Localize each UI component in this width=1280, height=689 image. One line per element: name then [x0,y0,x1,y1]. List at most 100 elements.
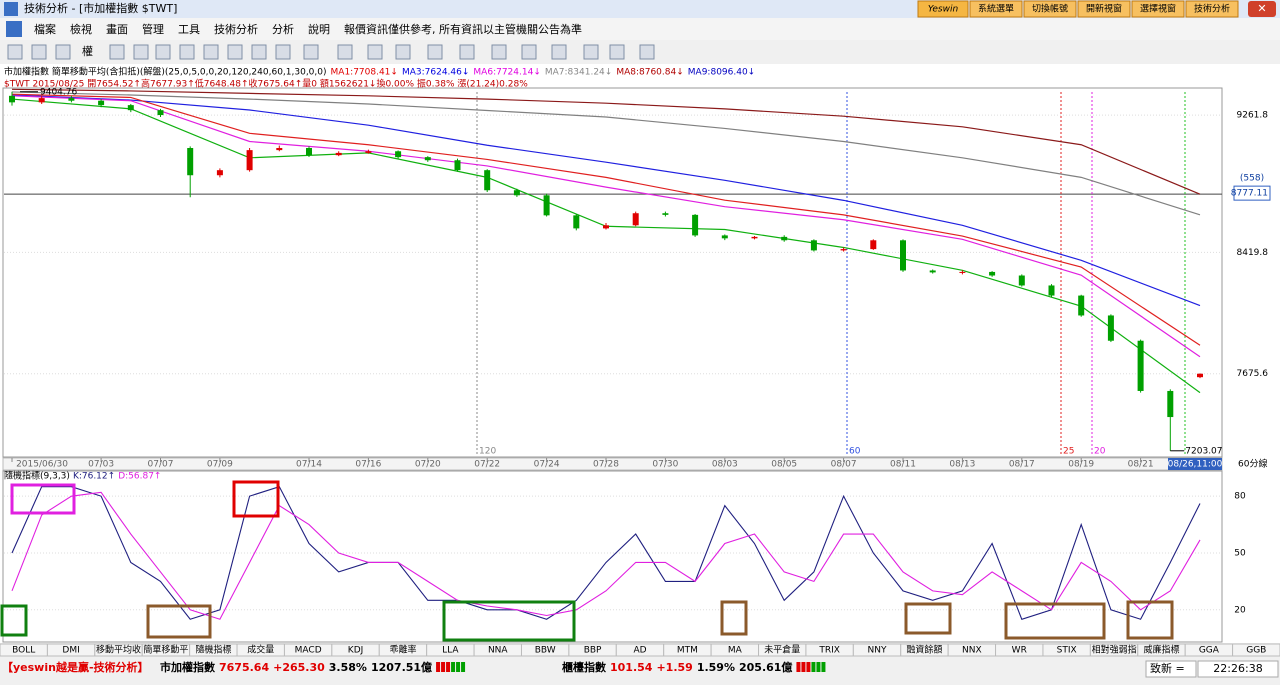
y-tick-label: 8419.8 [1237,248,1269,258]
status-time: 22:26:38 [1213,662,1262,675]
indicator-tab-label[interactable]: GGA [1199,646,1220,656]
status-change: +1.59 [656,661,692,674]
menu-item[interactable]: 分析 [272,22,294,36]
indicator-tab[interactable] [1232,643,1280,657]
y-tick-label: 20 [1234,605,1246,615]
toolbar-icon[interactable] [609,44,625,60]
indicator-tab-label[interactable]: DMI [62,646,79,656]
indicator-tab-label[interactable]: 隨機指標 [195,644,231,656]
x-tick-label: 07/09 [207,460,233,470]
toolbar-icon[interactable] [303,44,319,60]
indicator-tab-label[interactable]: KDJ [348,646,364,656]
toolbar-icon[interactable] [31,44,47,60]
toolbar-icon[interactable] [583,44,599,60]
indicator-tab-label[interactable]: MTM [677,646,698,656]
kd-title: 隨機指標(9,3,3) [4,470,70,482]
window-button-label[interactable]: 系統選單 [978,3,1014,15]
indicator-tab-label[interactable]: TRIX [818,646,840,656]
ma-value: MA9:8096.40↓ [688,68,755,78]
window-button[interactable] [1185,0,1239,18]
status-bar-icon [461,662,466,672]
indicator-tab-label[interactable]: 簡單移動平 [143,644,188,656]
toolbar-icon[interactable] [227,44,243,60]
highlight-box [146,604,212,639]
indicator-tab-label[interactable]: 相對強弱指 [1092,644,1137,656]
indicator-tab-label[interactable]: 乖離率 [389,644,416,656]
indicator-tab-label[interactable]: BBP [584,646,602,656]
close-button[interactable] [1248,1,1276,17]
indicator-tab-label[interactable]: MA [728,646,743,656]
window-button[interactable] [1023,0,1077,18]
toolbar-icon[interactable] [275,44,291,60]
toolbar-icon[interactable] [459,44,475,60]
toolbar-icon[interactable] [7,44,23,60]
indicator-tab-label[interactable]: BOLL [12,646,35,656]
indicator-tab-label[interactable]: 移動平均收 [96,644,141,656]
menu-item[interactable]: 工具 [178,23,200,36]
candle-body [1078,295,1085,316]
window-button[interactable] [1077,0,1131,18]
toolbar-icon[interactable] [251,44,267,60]
candle-body [365,151,372,153]
indicator-tab-label[interactable]: GGB [1246,646,1266,656]
toolbar-icon[interactable] [109,44,125,60]
status-change: +265.30 [273,661,325,674]
candle-body [157,110,164,116]
x-tick-label: 07/03 [88,460,114,470]
toolbar-icon[interactable] [427,44,443,60]
window-button[interactable] [1131,0,1185,18]
toolbar-icon[interactable] [551,44,567,60]
toolbar-icon[interactable] [155,44,171,60]
candle-body [959,271,966,273]
indicator-tab-label[interactable]: NNY [868,646,887,656]
indicator-tab-label[interactable]: MACD [295,646,322,656]
window-button-label[interactable]: 技術分析 [1194,3,1230,15]
toolbar-icon[interactable] [395,44,411,60]
info-line1: 市加權指數 簡單移動平均(含扣抵)(解盤)(25,0,5,0,0,20,120,… [4,66,327,78]
indicator-tab-label[interactable]: LLA [442,646,459,656]
toolbar-icon[interactable] [55,44,71,60]
indicator-tab-label[interactable]: AD [633,646,646,656]
toolbar-icon[interactable] [337,44,353,60]
indicator-tab-label[interactable]: BBW [535,646,556,656]
indicator-tab-label[interactable]: 未平倉量 [764,644,800,656]
window-button-label[interactable]: 開新視窗 [1086,3,1122,15]
status-bar-icon [441,662,446,672]
candle-body [1137,340,1144,391]
toolbar-icon[interactable] [367,44,383,60]
indicator-tab-label[interactable]: 成交量 [247,644,274,656]
candle-body [543,195,550,216]
indicator-tab-label[interactable]: NNA [488,646,508,656]
toolbar-icon[interactable] [133,44,149,60]
candle-body [306,148,312,156]
menu-item[interactable]: 技術分析 [214,22,258,36]
window-button-label[interactable]: 切換帳號 [1032,3,1068,15]
status-name: 市加權指數 [160,660,215,674]
x-tick-label: 08/19 [1068,460,1094,470]
window-button-label[interactable]: 選擇視窗 [1140,3,1176,15]
toolbar-icon[interactable] [639,44,655,60]
toolbar-icon[interactable] [491,44,507,60]
toolbar-icon[interactable] [521,44,537,60]
menu-item[interactable]: 檔案 [34,22,56,36]
x-tick-label: 08/03 [712,460,738,470]
menu-item[interactable]: 說明 [308,22,330,36]
status-bar-icon [456,662,461,672]
status-bar-icon [801,662,806,672]
indicator-tab-label[interactable]: 威廉指標 [1143,644,1179,656]
candle-body [1107,315,1114,341]
status-bar-icon [806,662,811,672]
indicator-tab-label[interactable]: 融資餘額 [906,644,942,656]
indicator-tab-label[interactable]: STIX [1057,646,1077,656]
menu-item[interactable]: 檢視 [70,22,92,36]
toolbar-icon[interactable] [179,44,195,60]
indicator-tab-label[interactable]: WR [1012,646,1027,656]
menu-item[interactable]: 管理 [142,22,164,36]
window-button[interactable] [969,0,1023,18]
menu-item[interactable]: 畫面 [106,22,128,36]
stock-box[interactable] [1145,660,1197,678]
highlight-box [720,600,748,636]
indicator-tab-label[interactable]: NNX [962,646,982,656]
toolbar-icon[interactable] [203,44,219,60]
